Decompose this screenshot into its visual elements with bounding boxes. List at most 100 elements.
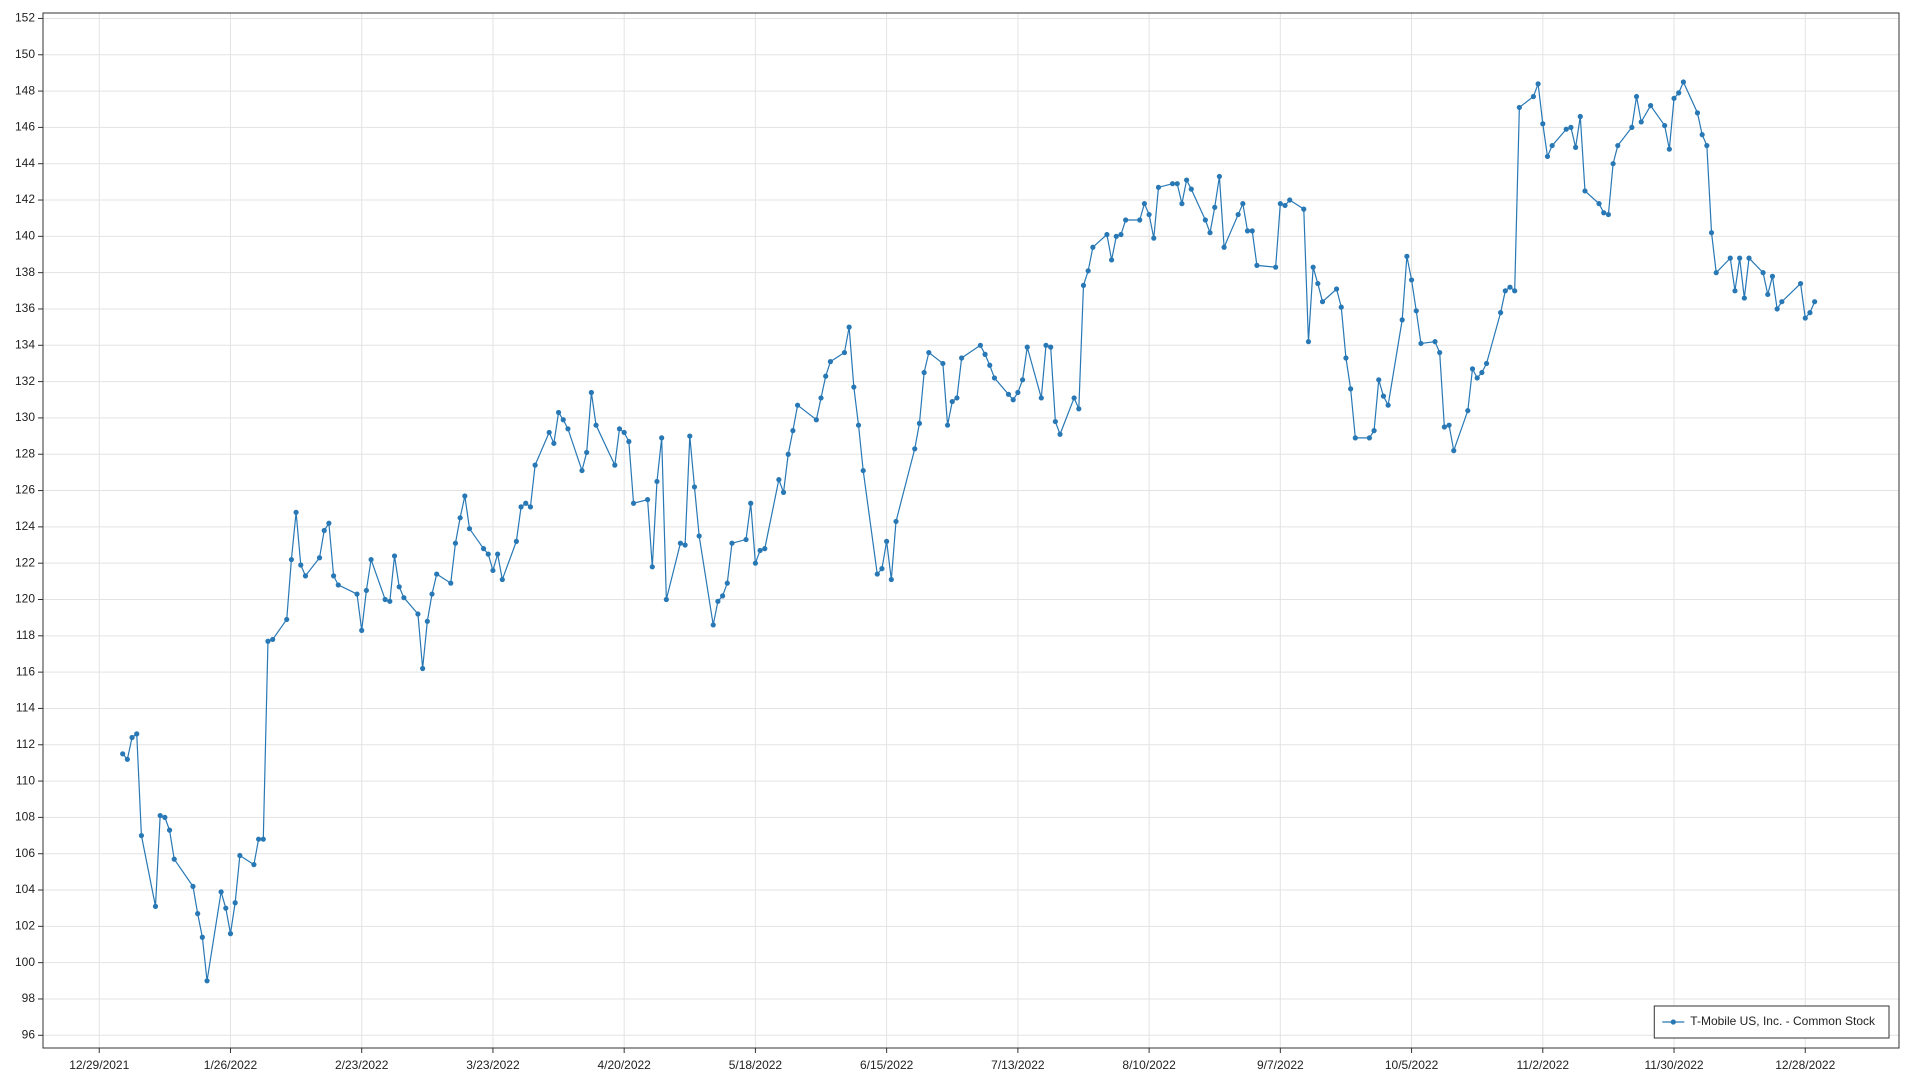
data-point — [1249, 228, 1255, 234]
data-point — [1277, 201, 1283, 207]
data-point — [120, 751, 126, 757]
data-point — [1446, 422, 1452, 428]
data-point — [260, 836, 266, 842]
data-point — [1385, 402, 1391, 408]
data-point — [687, 433, 693, 439]
data-point — [1741, 295, 1747, 301]
data-point — [1413, 308, 1419, 314]
y-tick-label: 150 — [15, 47, 35, 61]
data-point — [448, 580, 454, 586]
data-point — [752, 560, 759, 566]
data-point — [284, 616, 290, 623]
data-point — [495, 551, 501, 557]
x-tick-label: 3/23/2022 — [466, 1058, 520, 1072]
y-tick-label: 124 — [15, 519, 35, 533]
data-point — [1418, 340, 1424, 347]
x-tick-label: 12/28/2022 — [1775, 1058, 1835, 1072]
data-point — [1699, 132, 1705, 138]
data-point — [743, 536, 749, 543]
x-tick-label: 9/7/2022 — [1257, 1058, 1304, 1072]
data-point — [171, 856, 177, 862]
data-point — [1507, 284, 1513, 290]
data-point — [218, 889, 224, 895]
data-point — [1647, 103, 1654, 109]
data-point — [335, 582, 341, 588]
y-tick-label: 132 — [15, 374, 35, 388]
data-point — [452, 540, 459, 546]
data-point — [1765, 291, 1771, 298]
data-point — [1727, 255, 1733, 261]
y-tick-label: 108 — [15, 810, 35, 824]
data-point — [748, 500, 754, 506]
data-point — [237, 852, 243, 859]
data-point — [1038, 395, 1044, 401]
data-point — [1563, 126, 1569, 132]
data-point — [1015, 389, 1021, 396]
data-point — [396, 584, 402, 590]
data-point — [1287, 197, 1293, 203]
data-point — [1146, 211, 1152, 218]
data-point — [813, 417, 819, 423]
data-point — [1043, 342, 1049, 348]
data-point — [860, 467, 866, 474]
data-point — [715, 598, 721, 604]
data-point — [1188, 186, 1194, 192]
data-point — [1802, 315, 1808, 321]
data-point — [195, 911, 201, 917]
y-tick-label: 120 — [15, 592, 35, 606]
data-point — [1530, 93, 1537, 100]
data-point — [1797, 280, 1804, 287]
data-point — [457, 515, 463, 521]
data-point — [1629, 124, 1635, 130]
data-point — [1540, 121, 1546, 127]
data-point — [1052, 418, 1058, 425]
legend-label: T-Mobile US, Inc. - Common Stock — [1690, 1014, 1876, 1028]
data-point — [846, 324, 852, 330]
x-tick-label: 8/10/2022 — [1122, 1058, 1176, 1072]
data-point — [466, 526, 473, 532]
data-point — [588, 389, 594, 396]
y-tick-label: 100 — [15, 955, 35, 969]
y-tick-label: 116 — [16, 664, 35, 678]
data-point — [593, 422, 599, 428]
data-point — [719, 593, 726, 599]
data-point — [1343, 355, 1349, 361]
data-point — [757, 547, 763, 554]
data-point — [490, 567, 496, 574]
data-point — [1544, 153, 1551, 160]
data-point — [255, 836, 262, 842]
data-point — [579, 467, 585, 474]
data-point — [162, 814, 168, 820]
data-point — [485, 551, 491, 557]
data-point — [616, 426, 623, 432]
data-point — [959, 355, 965, 361]
data-point — [1408, 277, 1415, 283]
data-point — [1469, 366, 1476, 372]
data-point — [462, 493, 468, 499]
data-point — [1479, 369, 1485, 376]
data-point — [949, 398, 955, 405]
data-point — [982, 351, 988, 357]
data-point — [1080, 282, 1087, 288]
data-point — [480, 546, 487, 552]
data-point — [387, 598, 393, 604]
data-point — [330, 573, 337, 579]
data-point — [555, 409, 562, 416]
data-point — [321, 527, 327, 534]
data-point — [888, 576, 894, 583]
data-point — [1183, 177, 1190, 183]
data-point — [1713, 270, 1719, 276]
data-point — [785, 451, 791, 457]
data-point — [1671, 95, 1677, 101]
data-point — [1151, 235, 1157, 241]
data-point — [1221, 244, 1227, 250]
data-point — [621, 429, 627, 436]
data-point — [1169, 181, 1176, 187]
data-point — [1812, 299, 1818, 305]
data-point — [1404, 253, 1410, 259]
data-point — [1704, 142, 1710, 149]
data-point — [1732, 288, 1738, 294]
data-point — [790, 428, 796, 434]
data-point — [1315, 280, 1321, 287]
